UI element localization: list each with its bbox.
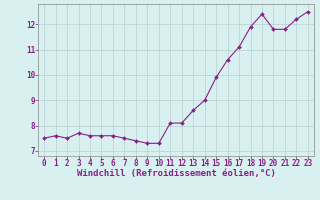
X-axis label: Windchill (Refroidissement éolien,°C): Windchill (Refroidissement éolien,°C) <box>76 169 276 178</box>
